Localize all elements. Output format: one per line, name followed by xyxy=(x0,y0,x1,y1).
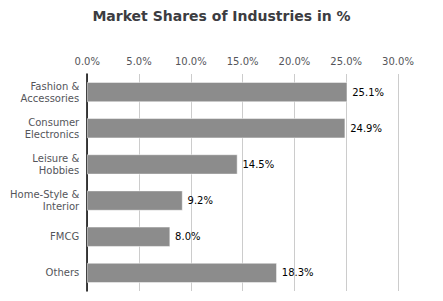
svg-text:Home-Style &: Home-Style & xyxy=(10,189,79,200)
svg-text:25.0%: 25.0% xyxy=(330,56,362,67)
svg-text:10.0%: 10.0% xyxy=(175,56,207,67)
svg-text:Fashion &: Fashion & xyxy=(30,81,79,92)
svg-text:Interior: Interior xyxy=(43,201,80,212)
svg-text:Consumer: Consumer xyxy=(28,117,80,128)
svg-text:30.0%: 30.0% xyxy=(382,56,414,67)
svg-text:25.1%: 25.1% xyxy=(352,87,384,98)
svg-text:20.0%: 20.0% xyxy=(279,56,311,67)
svg-text:5.0%: 5.0% xyxy=(126,56,151,67)
svg-text:9.2%: 9.2% xyxy=(188,195,213,206)
svg-text:Accessories: Accessories xyxy=(21,93,80,104)
svg-text:Market Shares of Industries in: Market Shares of Industries in % xyxy=(92,8,350,24)
svg-text:Others: Others xyxy=(46,267,80,278)
svg-text:Hobbies: Hobbies xyxy=(39,165,79,176)
svg-text:24.9%: 24.9% xyxy=(350,123,382,134)
svg-text:18.3%: 18.3% xyxy=(282,267,314,278)
svg-text:14.5%: 14.5% xyxy=(242,159,274,170)
svg-text:Leisure &: Leisure & xyxy=(32,153,79,164)
svg-text:8.0%: 8.0% xyxy=(175,231,200,242)
svg-text:FMCG: FMCG xyxy=(50,231,79,242)
svg-text:0.0%: 0.0% xyxy=(75,56,100,67)
svg-text:Electronics: Electronics xyxy=(25,129,80,140)
svg-text:15.0%: 15.0% xyxy=(227,56,259,67)
